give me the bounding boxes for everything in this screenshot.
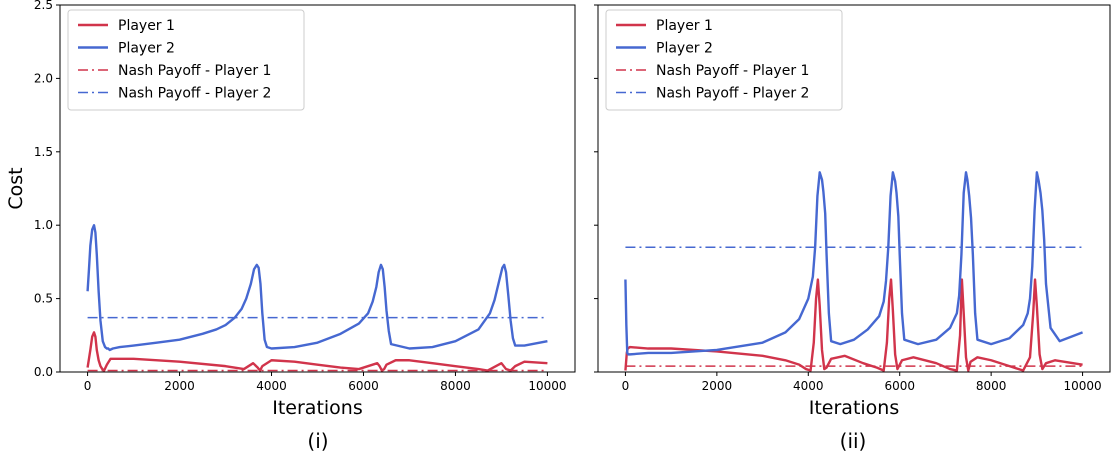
chart-panel-1: 0 2000 4000 6000 8000 10000 0.0 0.5 1.0 1.5 2.0 2.5… bbox=[5, 0, 576, 453]
panel-label: (i) bbox=[307, 429, 328, 453]
series-line-1 bbox=[86, 331, 548, 372]
x-tick-label: 2000 bbox=[164, 379, 195, 393]
x-tick-label: 4000 bbox=[793, 379, 824, 393]
x-tick-label: 6000 bbox=[884, 379, 915, 393]
x-axis-label: Iterations bbox=[272, 397, 363, 419]
x-tick-label: 8000 bbox=[440, 379, 471, 393]
y-tick-label: 0.0 bbox=[34, 365, 53, 379]
x-tick-label: 2000 bbox=[702, 379, 733, 393]
legend: Player 1 Player 2 Nash Payoff - Player 1 Na… bbox=[67, 9, 305, 111]
y-tick-label: 0.5 bbox=[34, 292, 53, 306]
series-line-2 bbox=[624, 171, 1084, 356]
legend-label: Nash Payoff - Player 1 bbox=[118, 63, 271, 79]
series-line-1 bbox=[624, 278, 1083, 372]
x-tick-label: 0 bbox=[84, 379, 92, 393]
x-tick-label: 10000 bbox=[1063, 379, 1101, 393]
legend-label: Nash Payoff - Player 2 bbox=[656, 86, 809, 102]
panel-label: (ii) bbox=[840, 429, 867, 453]
y-tick-label: 2.0 bbox=[34, 71, 53, 85]
y-tick-label: 2.5 bbox=[34, 0, 53, 12]
legend-label: Player 2 bbox=[118, 41, 175, 57]
plot-frame bbox=[597, 4, 1111, 373]
plot-frame bbox=[59, 4, 576, 373]
legend-label: Player 1 bbox=[118, 18, 175, 34]
legend-box bbox=[605, 9, 843, 111]
x-tick-label: 4000 bbox=[256, 379, 287, 393]
x-tick-label: 0 bbox=[622, 379, 630, 393]
y-axis-label: Cost bbox=[5, 167, 27, 209]
series-line-2 bbox=[86, 224, 548, 352]
chart-panel-2: 0 2000 4000 6000 8000 10000 Iterations (ii) Play… bbox=[594, 4, 1111, 453]
legend-box bbox=[67, 9, 305, 111]
x-tick-label: 8000 bbox=[976, 379, 1007, 393]
x-tick-label: 10000 bbox=[528, 379, 566, 393]
x-tick-label: 6000 bbox=[348, 379, 379, 393]
legend: Player 1 Player 2 Nash Payoff - Player 1 Na… bbox=[605, 9, 843, 111]
y-tick-label: 1.0 bbox=[34, 218, 53, 232]
legend-label: Player 1 bbox=[656, 18, 713, 34]
legend-label: Nash Payoff - Player 2 bbox=[118, 86, 271, 102]
y-tick-label: 1.5 bbox=[34, 145, 53, 159]
x-axis-label: Iterations bbox=[809, 397, 900, 419]
legend-label: Player 2 bbox=[656, 41, 713, 57]
legend-label: Nash Payoff - Player 1 bbox=[656, 63, 809, 79]
